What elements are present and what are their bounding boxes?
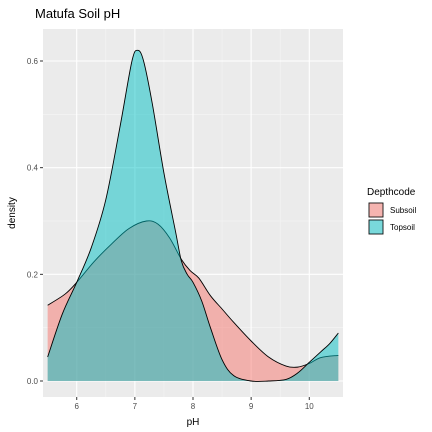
y-tick-label: 0.4 — [27, 164, 39, 173]
legend-key-topsoil — [368, 219, 384, 235]
x-axis-title: pH — [187, 417, 200, 428]
density-line-topsoil — [47, 49, 339, 382]
chart-title: Matufa Soil pH — [35, 6, 120, 21]
x-tick-label: 7 — [133, 402, 138, 411]
x-tick-label: 9 — [249, 402, 254, 411]
y-axis-title: density — [7, 197, 18, 229]
legend-label-topsoil: Topsoil — [390, 223, 415, 232]
x-tick-label: 6 — [74, 402, 79, 411]
x-tick-label: 8 — [191, 402, 196, 411]
density-series — [47, 49, 339, 382]
legend-key-subsoil — [368, 202, 384, 218]
legend: Depthcode Subsoil Topsoil — [367, 187, 416, 235]
density-area-topsoil — [47, 50, 339, 382]
y-axis-ticks: 0.0 0.2 0.4 0.6 — [27, 57, 43, 386]
x-axis-ticks: 6 7 8 9 10 — [74, 397, 314, 411]
x-tick-label: 10 — [305, 402, 314, 411]
y-tick-label: 0.0 — [27, 377, 39, 386]
y-tick-label: 0.2 — [27, 270, 39, 279]
legend-label-subsoil: Subsoil — [390, 206, 416, 215]
y-tick-label: 0.6 — [27, 57, 39, 66]
legend-title: Depthcode — [367, 187, 416, 198]
